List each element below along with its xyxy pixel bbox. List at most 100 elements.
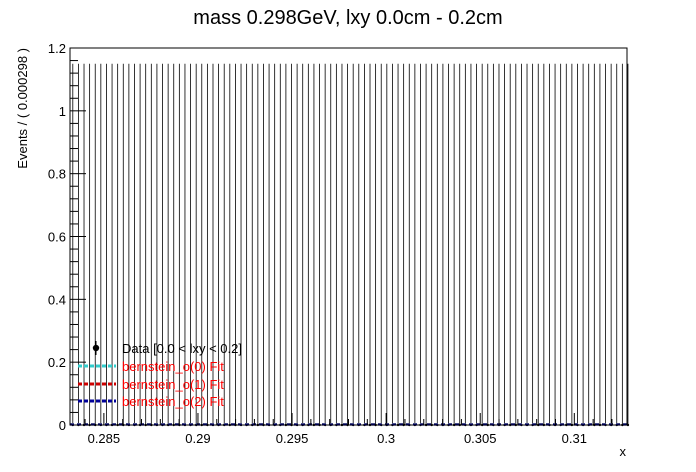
data-point [598, 63, 602, 427]
legend-item: bernstein_o(0) Fit [78, 359, 224, 374]
data-point [413, 63, 417, 427]
x-tick-label: 0.29 [185, 431, 210, 446]
legend-label: Data [0.0 < lxy < 0.2] [122, 341, 242, 356]
data-point [71, 63, 75, 427]
data-point [542, 63, 546, 427]
data-point [323, 63, 327, 427]
legend-label: bernstein_o(1) Fit [122, 377, 224, 392]
data-point [458, 63, 461, 427]
data-point [245, 63, 248, 427]
data-point [105, 63, 108, 427]
data-point [99, 63, 103, 427]
data-point [492, 63, 495, 427]
data-point [228, 63, 232, 427]
legend: Data [0.0 < lxy < 0.2] bernstein_o(0) Fit… [78, 341, 242, 409]
data-point [239, 63, 243, 427]
data-point [385, 63, 389, 427]
data-point [284, 63, 288, 427]
data-point [329, 63, 332, 427]
x-tick-label: 0.3 [377, 431, 395, 446]
data-point [469, 63, 473, 427]
data-point [604, 63, 607, 427]
y-axis-label: Events / ( 0.000298 ) [15, 48, 30, 169]
y-tick-label: 0.2 [48, 355, 66, 370]
legend-label: bernstein_o(0) Fit [122, 359, 224, 374]
data-point [553, 63, 557, 427]
data-point [570, 63, 574, 427]
plot-frame [69, 47, 628, 426]
x-axis-ticks: 0.285 0.29 0.295 0.3 0.305 0.31 [84, 413, 613, 446]
data-point [290, 63, 293, 427]
data-point [279, 63, 282, 427]
data-point [273, 63, 276, 427]
data-point [621, 63, 624, 427]
data-point [318, 63, 321, 427]
data-point [380, 63, 383, 427]
data-point [503, 63, 506, 427]
data-point [508, 63, 512, 427]
data-point [430, 63, 433, 427]
y-tick-label: 1 [59, 104, 66, 119]
x-tick-label: 0.305 [464, 431, 497, 446]
data-point [419, 63, 422, 427]
data-point [441, 63, 445, 427]
data-point [581, 63, 585, 427]
data-point [116, 63, 119, 427]
data-point [475, 63, 478, 427]
data-point [396, 63, 400, 427]
data-point [88, 63, 91, 427]
data-point [452, 63, 456, 427]
data-point [565, 63, 568, 427]
y-tick-label: 0.6 [48, 230, 66, 245]
data-point [402, 63, 405, 427]
data-point [357, 63, 360, 427]
data-point [267, 63, 271, 427]
y-tick-label: 1.2 [48, 41, 66, 56]
x-axis-label: x [620, 444, 627, 459]
data-point [537, 63, 540, 427]
legend-marker [92, 344, 100, 352]
data-point [559, 63, 562, 427]
data-point [587, 63, 590, 427]
data-point [576, 63, 579, 427]
data-point [262, 63, 265, 427]
data-point [525, 63, 529, 427]
x-tick-label: 0.285 [88, 431, 121, 446]
data-point [335, 63, 338, 427]
legend-item: Data [0.0 < lxy < 0.2] [92, 341, 242, 356]
data-point [447, 63, 450, 427]
data-point [408, 63, 411, 427]
data-point [295, 63, 299, 427]
data-point [351, 63, 355, 427]
data-point [363, 63, 366, 427]
y-tick-label: 0.8 [48, 167, 66, 182]
data-point [368, 63, 372, 427]
data-point [615, 63, 618, 427]
data-point [77, 63, 80, 427]
data-point [548, 63, 551, 427]
data-point [464, 63, 467, 427]
data-point [251, 63, 254, 427]
data-point [307, 63, 310, 427]
data-point [480, 63, 484, 427]
data-point [424, 63, 428, 427]
data-point [374, 63, 377, 427]
data-point [312, 63, 316, 427]
chart-title: mass 0.298GeV, lxy 0.0cm - 0.2cm [193, 7, 502, 29]
x-tick-label: 0.31 [562, 431, 587, 446]
x-tick-label: 0.295 [276, 431, 309, 446]
data-point [520, 63, 523, 427]
data-point [256, 63, 260, 427]
data-point [82, 63, 86, 427]
data-point [609, 63, 613, 427]
data-point [486, 63, 489, 427]
data-point [301, 63, 304, 427]
data-point [391, 63, 394, 427]
y-tick-label: 0 [59, 418, 66, 433]
data-point [346, 63, 349, 427]
y-tick-label: 0.4 [48, 292, 66, 307]
y-axis-ticks: 0 0.2 0.4 0.6 0.8 1 1.2 [48, 41, 86, 433]
data-point [110, 63, 114, 427]
data-point [593, 63, 596, 427]
